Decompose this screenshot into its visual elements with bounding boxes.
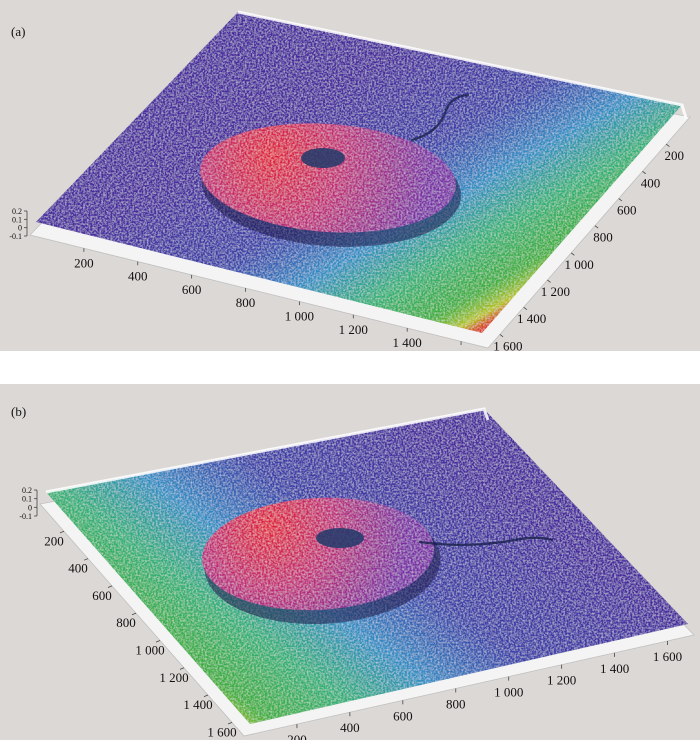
y-axis-tick-label: 1 200 <box>159 670 188 685</box>
surface-back-ridge <box>45 407 490 494</box>
y-axis-tick <box>665 143 670 147</box>
z-axis-tick-label: -0.1 <box>19 512 32 521</box>
x-axis-tick-label: 400 <box>128 269 148 284</box>
x-axis-tick-label: 400 <box>340 720 360 735</box>
y-axis-tick <box>642 171 646 175</box>
x-axis-tick-label: 1 000 <box>494 685 523 700</box>
y-axis-tick <box>594 225 599 229</box>
x-axis-tick-label: 1 600 <box>446 348 475 351</box>
ring-tail-channel <box>410 93 470 142</box>
y-axis-tick-label: 1 200 <box>541 284 570 299</box>
y-axis-tick <box>523 306 528 310</box>
x-axis-tick-label: 800 <box>236 295 256 310</box>
y-axis-tick-label: 1 400 <box>183 697 212 712</box>
y-axis-tick <box>499 334 504 338</box>
panel-label-a: (a) <box>11 24 26 39</box>
ring-center-pit <box>316 528 364 548</box>
y-axis-tick <box>203 694 209 698</box>
y-axis-tick-label: 600 <box>617 203 637 218</box>
x-axis-tick-label: 1 600 <box>653 649 682 664</box>
y-axis-tick <box>155 640 161 643</box>
x-axis-tick-label: 1 200 <box>547 673 576 688</box>
surface-plot-b: 200 400 600 800 1 000 1 200 1 400 1 600 200 400 60… <box>19 407 695 740</box>
y-axis-tick-label: 800 <box>116 615 136 630</box>
y-axis-tick-label: 400 <box>68 561 88 576</box>
x-axis-tick-label: 800 <box>446 696 466 711</box>
x-axis-tick-label: 200 <box>74 255 94 270</box>
x-axis-tick-label: 600 <box>182 282 202 297</box>
y-axis-tick <box>570 252 575 256</box>
y-axis-tick-label: 600 <box>92 588 112 603</box>
x-axis-tick-label: 1 000 <box>285 308 314 323</box>
y-axis-tick-label: 200 <box>664 148 684 163</box>
z-axis-tick-label: 0 <box>28 503 32 512</box>
z-axis-tick-label: 0.2 <box>22 486 32 495</box>
raised-ring-feature <box>202 497 441 625</box>
y-axis-tick <box>59 530 65 534</box>
y-axis-tick <box>107 585 113 588</box>
y-axis-tick-label: 200 <box>44 533 64 548</box>
y-axis-tick <box>547 279 551 283</box>
ring-center-pit <box>301 148 345 168</box>
z-axis-tick-label: 0 <box>18 224 22 233</box>
panel-label-b: (b) <box>11 404 27 419</box>
y-axis-tick <box>83 558 89 561</box>
y-axis-tick-label: 1 000 <box>565 257 594 272</box>
z-axis-tick-label: 0.1 <box>12 215 22 224</box>
y-axis-tick <box>618 198 623 202</box>
raised-ring-feature <box>200 123 462 247</box>
y-axis-tick-label: 1 400 <box>517 311 546 326</box>
y-axis-tick-label: 1 600 <box>493 338 522 351</box>
y-axis-tick <box>179 667 185 670</box>
z-axis-tick-label: -0.1 <box>9 232 22 241</box>
y-axis-tick <box>131 612 137 616</box>
z-axis-tick-label: 0.2 <box>12 207 22 216</box>
y-axis-tick-label: 1 600 <box>207 724 236 739</box>
x-axis-tick-label: 1 400 <box>600 661 629 676</box>
x-axis-tick-label: 200 <box>287 732 307 740</box>
z-axis-tick-label: 0.1 <box>22 495 32 504</box>
ring-tail-channel <box>418 536 554 546</box>
x-axis-tick-label: 600 <box>393 708 413 723</box>
y-axis-tick-label: 400 <box>641 175 661 190</box>
surface-back-ridge <box>237 10 688 119</box>
x-axis-tick-label: 1 400 <box>393 335 422 350</box>
y-axis-tick-label: 1 000 <box>135 642 164 657</box>
x-axis-tick-label: 1 200 <box>339 322 368 337</box>
surface-plot-panel-b: 200 400 600 800 1 000 1 200 1 400 1 600 200 400 60… <box>0 384 700 740</box>
y-axis-tick <box>227 721 233 725</box>
y-axis-tick-label: 800 <box>593 230 613 245</box>
